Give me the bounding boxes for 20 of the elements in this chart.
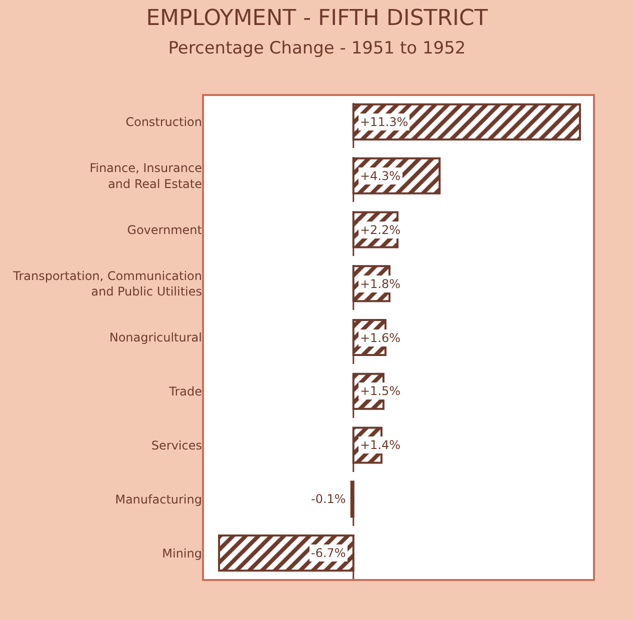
data-label: -0.1% <box>311 492 346 506</box>
data-label: +1.5% <box>360 384 401 398</box>
y-tick-label: Services <box>151 438 202 452</box>
y-tick-label: Mining <box>162 546 202 560</box>
data-label: +4.3% <box>360 169 401 183</box>
chart-title: EMPLOYMENT - FIFTH DISTRICT <box>146 6 488 31</box>
y-tick-label: Nonagricultural <box>109 330 202 345</box>
chart-subtitle: Percentage Change - 1951 to 1952 <box>168 38 466 58</box>
data-label: -6.7% <box>311 546 346 560</box>
y-tick-label: Construction <box>126 115 202 130</box>
y-tick-label: Finance, Insurance and Real Estate <box>90 161 202 191</box>
data-label: +1.4% <box>360 438 401 452</box>
data-label: +1.8% <box>360 277 401 291</box>
y-tick-label: Trade <box>168 384 202 399</box>
data-label: +11.3% <box>360 115 408 129</box>
y-tick-label: Manufacturing <box>115 492 202 506</box>
y-tick-label: Transportation, Communication and Public Utilities <box>12 269 202 299</box>
y-tick-label: Government <box>127 222 202 237</box>
data-label: +1.6% <box>360 331 401 345</box>
data-label: +2.2% <box>360 223 401 237</box>
